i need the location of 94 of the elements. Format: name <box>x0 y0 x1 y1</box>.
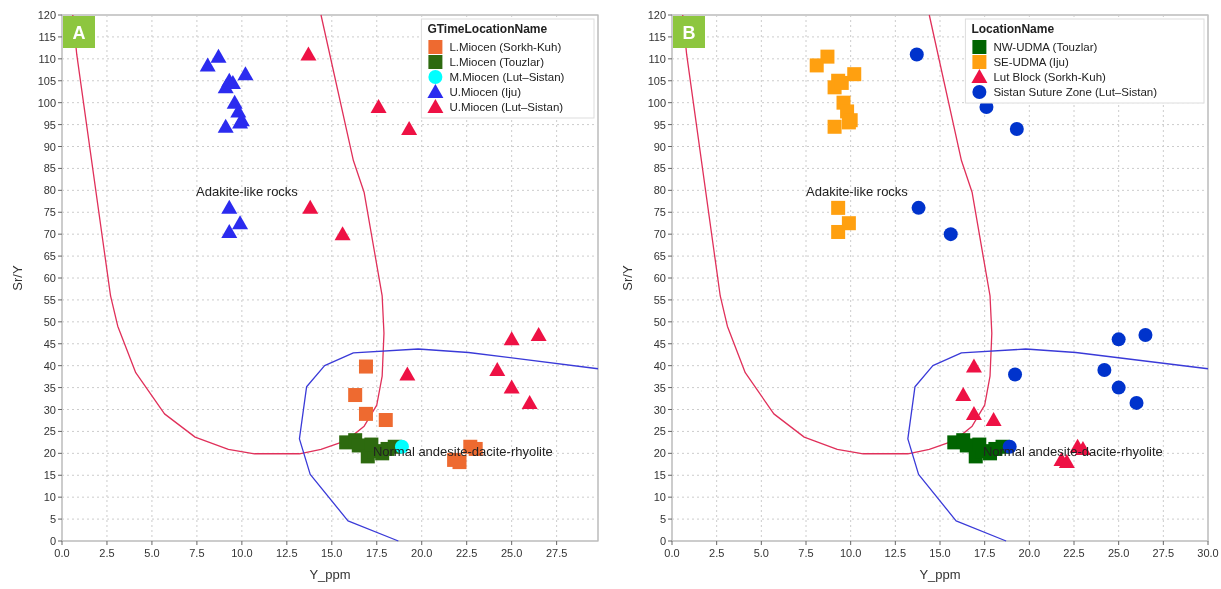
y-tick-label: 80 <box>653 184 666 197</box>
x-tick-label: 20.0 <box>411 547 433 559</box>
y-tick-label: 40 <box>43 359 56 372</box>
y-tick-label: 60 <box>43 272 56 284</box>
x-tick-label: 27.5 <box>545 547 568 559</box>
y-tick-label: 25 <box>43 425 56 438</box>
x-tick-label: 7.5 <box>189 547 205 559</box>
x-tick-label: 5.0 <box>144 547 160 559</box>
y-tick-label: 85 <box>43 162 56 175</box>
y-tick-label: 85 <box>653 162 666 175</box>
y-tick-label: 95 <box>653 118 666 131</box>
x-tick-label: 27.5 <box>1152 547 1175 559</box>
legend-label: Lut Block (Sorkh-Kuh) <box>993 71 1107 83</box>
x-tick-label: 5.0 <box>753 547 769 559</box>
y-tick-label: 120 <box>37 9 56 21</box>
legend-label: NW-UDMA (Touzlar) <box>993 41 1098 53</box>
y-tick-label: 25 <box>653 425 666 438</box>
y-tick-label: 45 <box>653 337 666 350</box>
y-tick-label: 65 <box>653 250 666 263</box>
y-tick-label: 95 <box>43 118 56 131</box>
y-tick-label: 20 <box>43 447 56 460</box>
y-tick-label: 100 <box>37 96 56 109</box>
y-tick-label: 105 <box>647 74 666 87</box>
y-tick-label: 80 <box>43 184 56 197</box>
x-tick-label: 17.5 <box>366 547 388 559</box>
legend-label: U.Miocen (Iju) <box>449 86 522 98</box>
y-tick-label: 5 <box>659 513 666 526</box>
y-tick-label: 30 <box>653 403 666 416</box>
annotation: A <box>72 23 86 43</box>
y-tick-label: 75 <box>653 206 666 219</box>
x-tick-label: 20.0 <box>1018 547 1041 559</box>
y-tick-label: 15 <box>653 469 666 482</box>
y-tick-label: 90 <box>43 140 56 153</box>
x-tick-label: 17.5 <box>973 547 996 559</box>
x-tick-label: 22.5 <box>455 547 478 559</box>
y-tick-label: 120 <box>647 9 666 21</box>
y-tick-label: 115 <box>648 30 666 43</box>
x-axis-title: Y_ppm <box>919 567 961 582</box>
legend-label: M.Miocen (Lut–Sistan) <box>449 71 565 83</box>
y-tick-label: 105 <box>37 74 56 87</box>
y-tick-label: 75 <box>43 206 56 219</box>
y-tick-label: 60 <box>653 272 666 284</box>
y-tick-label: 55 <box>43 293 56 306</box>
x-tick-label: 15.0 <box>321 547 343 559</box>
y-tick-label: 10 <box>43 491 56 504</box>
y-tick-label: 5 <box>49 513 56 526</box>
annotation: B <box>682 23 696 43</box>
annotation: Adakite-like rocks <box>806 184 909 200</box>
x-tick-label: 25.0 <box>1107 547 1130 559</box>
y-tick-label: 20 <box>653 447 666 460</box>
x-tick-label: 10.0 <box>839 547 862 559</box>
x-tick-label: 2.5 <box>709 547 725 559</box>
x-tick-label: 12.5 <box>884 547 907 559</box>
y-tick-label: 15 <box>43 469 56 482</box>
y-tick-label: 110 <box>648 52 666 65</box>
x-tick-label: 0.0 <box>54 547 70 559</box>
y-tick-label: 0 <box>659 535 666 547</box>
legend-label: SE-UDMA (Iju) <box>993 56 1069 68</box>
y-axis-title: Sr/Y <box>620 265 635 291</box>
y-tick-label: 40 <box>653 359 666 372</box>
y-tick-label: 115 <box>38 30 56 43</box>
legend-label: U.Miocen (Lut–Sistan) <box>449 101 564 113</box>
y-tick-label: 100 <box>647 96 666 109</box>
y-tick-label: 45 <box>43 337 56 350</box>
x-tick-label: 22.5 <box>1063 547 1085 559</box>
legend-title: GTimeLocationName <box>427 22 548 36</box>
legend-label: L.Miocen (Touzlar) <box>449 56 545 68</box>
annotation: Adakite-like rocks <box>196 184 299 200</box>
y-tick-label: 35 <box>653 381 666 394</box>
x-tick-label: 12.5 <box>276 547 298 559</box>
x-tick-label: 30.0 <box>1197 547 1219 559</box>
x-tick-label: 25.0 <box>500 547 523 559</box>
legend-label: Sistan Suture Zone (Lut–Sistan) <box>993 86 1158 98</box>
x-tick-label: 15.0 <box>929 547 951 559</box>
x-tick-label: 2.5 <box>99 547 115 559</box>
y-tick-label: 55 <box>653 293 666 306</box>
y-tick-label: 10 <box>653 491 666 504</box>
y-tick-label: 65 <box>43 250 56 263</box>
y-tick-label: 50 <box>653 315 666 328</box>
y-tick-label: 70 <box>653 228 666 241</box>
y-tick-label: 90 <box>653 140 666 153</box>
y-tick-label: 30 <box>43 403 56 416</box>
y-tick-label: 35 <box>43 381 56 394</box>
x-tick-label: 0.0 <box>664 547 680 559</box>
y-axis-title: Sr/Y <box>10 265 25 291</box>
legend-label: L.Miocen (Sorkh-Kuh) <box>449 41 562 53</box>
x-tick-label: 10.0 <box>231 547 253 559</box>
legend-title: LocationName <box>971 22 1055 36</box>
x-axis-title: Y_ppm <box>309 567 351 582</box>
y-tick-label: 50 <box>43 315 56 328</box>
x-tick-label: 7.5 <box>798 547 814 559</box>
y-tick-label: 0 <box>49 535 56 547</box>
y-tick-label: 110 <box>38 52 56 65</box>
y-tick-label: 70 <box>43 228 56 241</box>
